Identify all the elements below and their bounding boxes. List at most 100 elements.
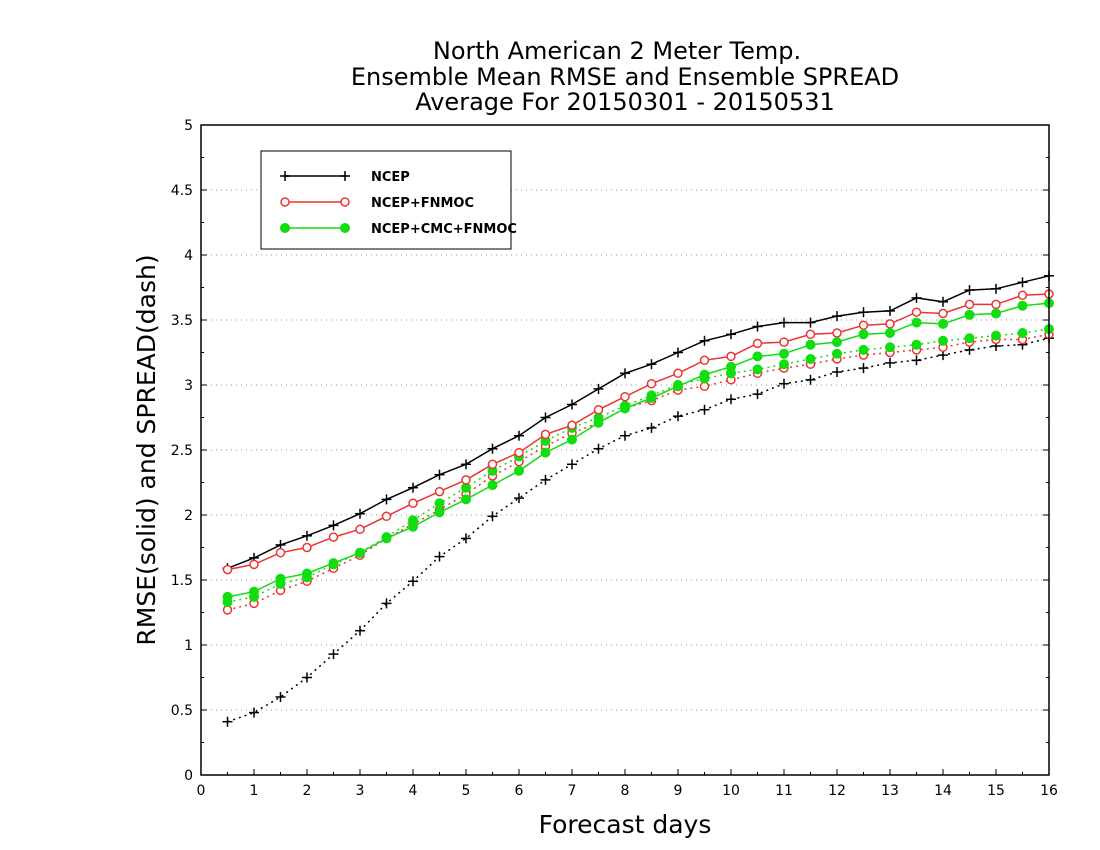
spread-point-ncep-cmc-fnmoc-25	[885, 342, 895, 353]
rmse-point-ncep-6	[381, 494, 392, 505]
rmse-point-ncep-cmc-fnmoc-2	[275, 573, 286, 584]
rmse-line-ncep-fnmoc	[227, 293, 1050, 571]
rmse-point-ncep-cmc-fnmoc-21	[779, 348, 789, 359]
y-tick-label-1: 0.5	[171, 703, 193, 719]
spread-point-ncep-cmc-fnmoc-21	[779, 359, 789, 370]
spread-point-ncep-20	[752, 389, 763, 400]
spread-point-ncep-23	[832, 367, 842, 377]
spread-point-ncep-5	[355, 625, 365, 636]
rmse-point-ncep-fnmoc-29	[991, 299, 1001, 310]
rmse-point-ncep-fnmoc-2	[275, 547, 286, 558]
spread-point-ncep-21	[779, 378, 789, 389]
rmse-point-ncep-fnmoc-27	[938, 308, 948, 319]
spread-point-ncep-13	[567, 459, 577, 470]
spread-point-ncep-15	[620, 430, 630, 441]
rmse-point-ncep-5	[355, 508, 365, 519]
rmse-point-ncep-30	[1017, 277, 1028, 288]
rmse-point-ncep-17	[673, 347, 683, 358]
x-tick-label-5: 5	[462, 783, 471, 799]
spread-point-ncep-cmc-fnmoc-8	[434, 498, 445, 509]
x-tick-label-13: 13	[881, 783, 899, 799]
rmse-point-ncep-3	[302, 530, 312, 541]
x-tick-label-4: 4	[409, 783, 418, 799]
rmse-point-ncep-7	[408, 482, 418, 493]
rmse-point-ncep-19	[726, 329, 736, 340]
rmse-point-ncep-11	[514, 430, 524, 441]
rmse-point-ncep-cmc-fnmoc-29	[991, 308, 1001, 319]
rmse-point-ncep-cmc-fnmoc-18	[699, 369, 710, 380]
y-tick-label-2: 1	[184, 638, 193, 654]
rmse-point-ncep-fnmoc-18	[699, 355, 710, 366]
rmse-point-ncep-cmc-fnmoc-13	[567, 434, 577, 445]
y-tick-label-0: 0	[184, 768, 193, 784]
rmse-point-ncep-cmc-fnmoc-24	[858, 329, 869, 340]
spread-point-ncep-16	[646, 422, 657, 433]
rmse-point-ncep-13	[567, 399, 577, 410]
y-tick-label-7: 3.5	[171, 313, 193, 329]
legend-label-ncep-cmc-fnmoc: NCEP+CMC+FNMOC	[371, 222, 517, 237]
rmse-point-ncep-fnmoc-19	[726, 351, 736, 362]
rmse-point-ncep-cmc-fnmoc-3	[302, 568, 312, 579]
rmse-point-ncep-cmc-fnmoc-16	[646, 393, 657, 403]
spread-point-ncep-cmc-fnmoc-30	[1017, 328, 1028, 338]
spread-point-ncep-cmc-fnmoc-23	[832, 348, 842, 359]
spread-point-ncep-14	[593, 443, 604, 454]
y-tick-label-8: 4	[184, 248, 193, 264]
spread-point-ncep-cmc-fnmoc-26	[911, 339, 922, 350]
rmse-point-ncep-cmc-fnmoc-15	[620, 403, 630, 414]
rmse-point-ncep-21	[779, 317, 789, 328]
spread-point-ncep-cmc-fnmoc-28	[964, 333, 975, 344]
y-tick-label-10: 5	[184, 118, 193, 134]
axis-ticks	[200, 124, 1050, 776]
x-tick-label-7: 7	[568, 783, 577, 799]
y-tick-label-5: 2.5	[171, 443, 193, 459]
spread-point-ncep-19	[726, 394, 736, 405]
rmse-point-ncep-cmc-fnmoc-1	[249, 586, 259, 597]
spread-point-ncep-cmc-fnmoc-20	[752, 364, 763, 375]
rmse-point-ncep-cmc-fnmoc-22	[805, 339, 816, 350]
rmse-point-ncep-cmc-fnmoc-20	[752, 351, 763, 362]
x-tick-label-2: 2	[303, 783, 312, 799]
spread-point-ncep-6	[381, 598, 392, 609]
y-tick-label-9: 4.5	[171, 183, 193, 199]
rmse-point-ncep-fnmoc-20	[752, 338, 763, 349]
rmse-point-ncep-15	[620, 368, 630, 379]
rmse-point-ncep-fnmoc-7	[408, 498, 418, 509]
rmse-point-ncep-cmc-fnmoc-28	[964, 309, 975, 320]
x-axis-title: Forecast days	[539, 810, 712, 839]
x-tick-label-15: 15	[987, 783, 1005, 799]
legend-marker-left-ncep	[280, 171, 290, 181]
rmse-point-ncep-25	[885, 305, 895, 316]
x-tick-label-8: 8	[621, 783, 630, 799]
rmse-point-ncep-fnmoc-5	[355, 524, 365, 535]
x-tick-label-16: 16	[1040, 783, 1058, 799]
spread-point-ncep-11	[514, 493, 524, 504]
rmse-point-ncep-fnmoc-9	[461, 475, 471, 485]
legend-marker-left-ncep-cmc-fnmoc	[280, 223, 290, 233]
rmse-point-ncep-fnmoc-23	[832, 328, 842, 338]
rmse-point-ncep-fnmoc-24	[858, 320, 869, 330]
rmse-point-ncep-cmc-fnmoc-5	[355, 547, 365, 558]
spread-point-ncep-3	[302, 672, 312, 683]
rmse-point-ncep-cmc-fnmoc-14	[593, 417, 604, 428]
spread-point-ncep-25	[885, 357, 895, 368]
rmse-point-ncep-9	[461, 459, 471, 470]
rmse-point-ncep-cmc-fnmoc-23	[832, 337, 842, 348]
spread-point-ncep-4	[328, 649, 339, 660]
spread-line-ncep-cmc-fnmoc	[227, 328, 1050, 603]
spread-point-ncep-0	[222, 716, 233, 727]
rmse-point-ncep-cmc-fnmoc-27	[938, 318, 948, 329]
spread-point-ncep-9	[461, 533, 471, 544]
rmse-point-ncep-14	[593, 383, 604, 394]
title-line-3: Average For 20150301 - 20150531	[415, 88, 835, 116]
rmse-line-ncep	[227, 275, 1050, 569]
spread-point-ncep-17	[673, 411, 683, 422]
legend-box	[260, 150, 512, 250]
title-line-2: Ensemble Mean RMSE and Ensemble SPREAD	[351, 63, 899, 91]
rmse-point-ncep-fnmoc-3	[302, 542, 312, 553]
rmse-point-ncep-cmc-fnmoc-26	[911, 317, 922, 328]
rmse-point-ncep-10	[487, 443, 498, 454]
y-tick-label-6: 3	[184, 378, 193, 394]
x-tick-label-1: 1	[250, 783, 259, 799]
